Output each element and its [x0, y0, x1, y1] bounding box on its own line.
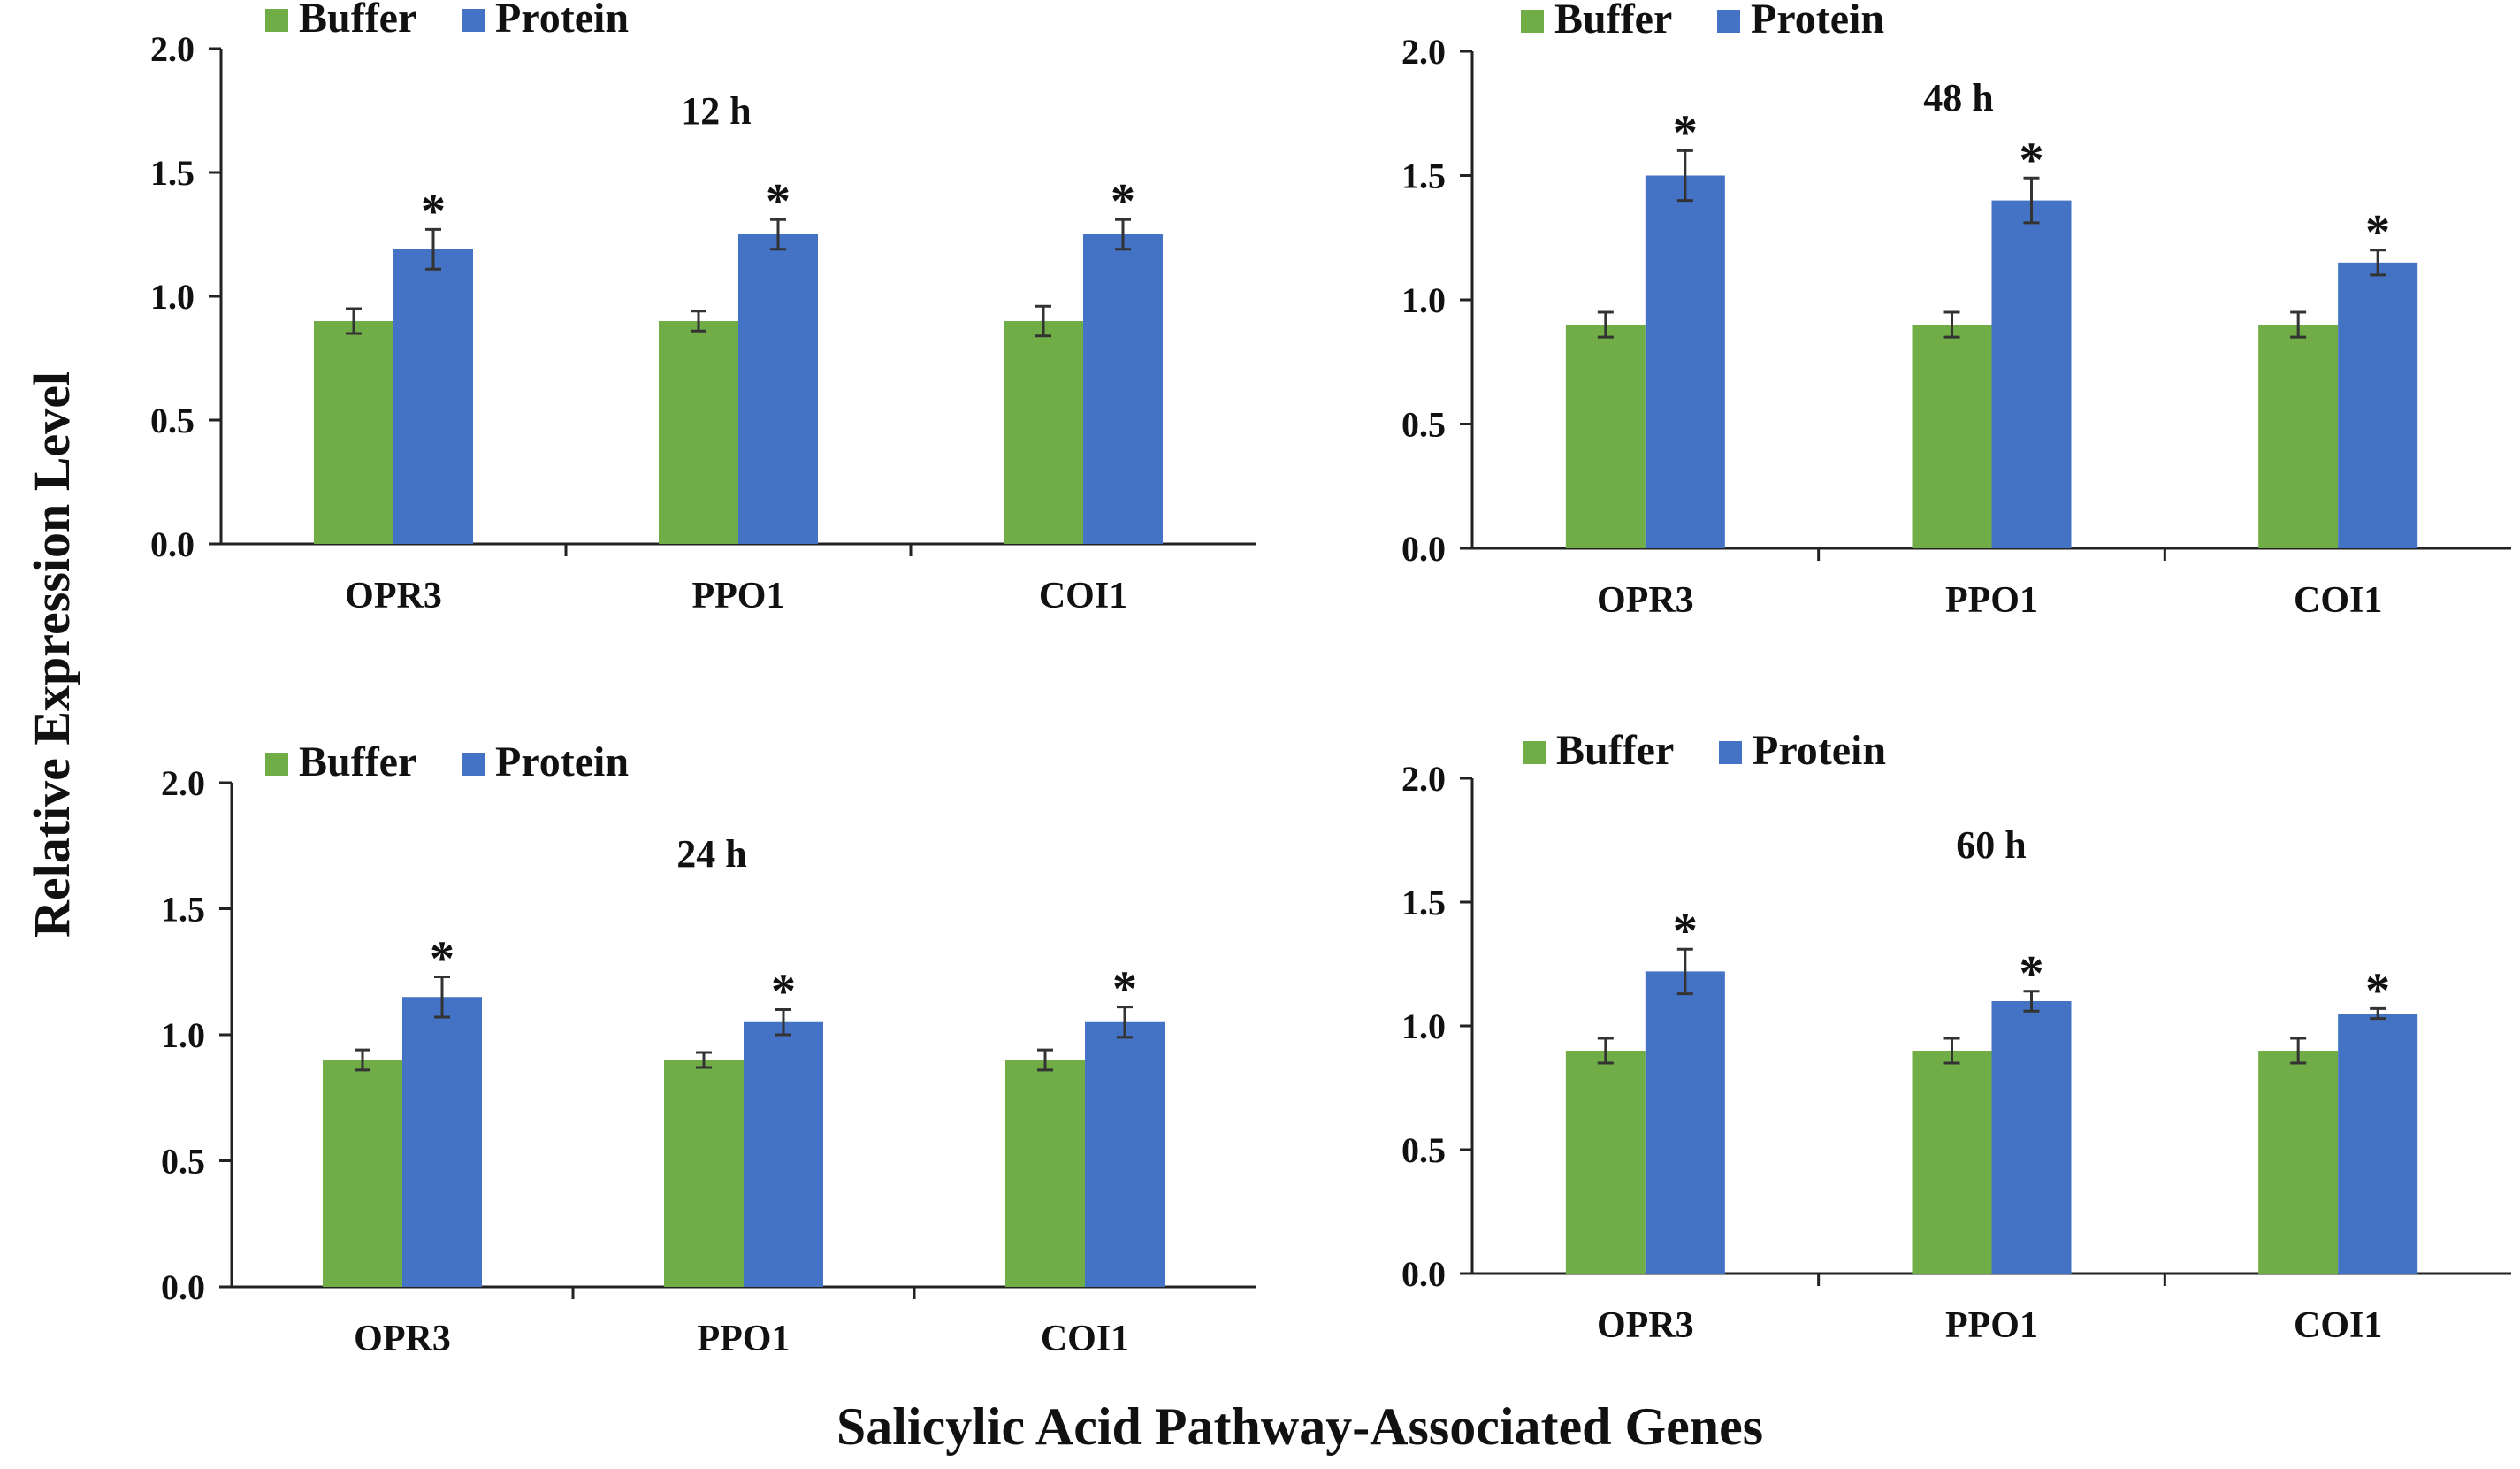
legend-swatch-buffer — [265, 753, 288, 776]
y-tick-label: 2.0 — [150, 29, 195, 69]
significance-marker: * — [2365, 963, 2390, 1018]
y-tick-label: 0.5 — [161, 1142, 205, 1182]
bar-buffer-opr3 — [323, 1060, 402, 1287]
chart-title: 24 h — [676, 832, 746, 876]
y-tick-label: 0.5 — [1401, 405, 1446, 445]
bar-protein-opr3 — [1645, 971, 1725, 1274]
x-category-label: OPR3 — [1597, 580, 1694, 621]
legend-label-buffer: Buffer — [1556, 727, 1674, 774]
bar-buffer-ppo1 — [1912, 325, 1992, 548]
x-category-label: OPR3 — [354, 1319, 451, 1359]
chart-panel-48-h: 0.0 0.5 1.0 1.5 2.0 * OPR3 * PPO1 * COI1 48 h Buffer… — [1401, 0, 2511, 621]
legend-swatch-protein — [462, 9, 485, 32]
bar-protein-ppo1 — [1991, 200, 2072, 548]
x-category-label: COI1 — [1039, 576, 1127, 616]
bar-protein-ppo1 — [1991, 1001, 2072, 1274]
legend-swatch-protein — [1719, 741, 1742, 764]
y-axis-label: Relative Expression Level — [23, 371, 80, 937]
y-tick-label: 0.0 — [1401, 529, 1446, 569]
bar-protein-coi1 — [2338, 262, 2418, 548]
y-tick-label: 2.0 — [161, 763, 205, 803]
bar-buffer-ppo1 — [664, 1060, 744, 1287]
x-category-label: PPO1 — [692, 576, 785, 616]
chart-title: 60 h — [1956, 823, 2026, 867]
chart-title: 48 h — [1923, 76, 1993, 119]
y-tick-label: 2.0 — [1401, 759, 1446, 799]
bar-buffer-opr3 — [314, 321, 393, 544]
bar-protein-opr3 — [1645, 175, 1725, 548]
bar-protein-opr3 — [402, 997, 482, 1287]
bar-buffer-ppo1 — [659, 321, 738, 544]
x-category-label: PPO1 — [1945, 1305, 2038, 1346]
x-category-label: COI1 — [2294, 580, 2382, 621]
y-tick-label: 0.0 — [161, 1267, 205, 1307]
bar-buffer-coi1 — [2258, 325, 2339, 548]
significance-marker: * — [421, 184, 446, 239]
y-tick-label: 1.5 — [161, 890, 205, 930]
y-tick-label: 1.5 — [1401, 157, 1446, 196]
significance-marker: * — [1112, 962, 1137, 1017]
significance-marker: * — [771, 965, 796, 1020]
x-category-label: OPR3 — [1597, 1305, 1694, 1346]
chart-panel-24-h: 0.0 0.5 1.0 1.5 2.0 * OPR3 * PPO1 * COI1 24 h Buffer… — [161, 738, 1256, 1359]
legend-swatch-protein — [1717, 10, 1740, 33]
significance-marker: * — [1111, 174, 1135, 229]
legend-label-buffer: Buffer — [299, 0, 416, 42]
significance-marker: * — [766, 174, 790, 229]
chart-panels: 0.0 0.5 1.0 1.5 2.0 * OPR3 * PPO1 * COI1 12 h Buffer… — [150, 0, 2511, 1359]
legend-swatch-buffer — [265, 9, 288, 32]
y-tick-label: 2.0 — [1401, 32, 1446, 72]
y-tick-label: 0.5 — [1401, 1130, 1446, 1170]
significance-marker: * — [430, 931, 454, 986]
y-tick-label: 1.5 — [150, 153, 195, 193]
legend-label-protein: Protein — [1751, 0, 1884, 42]
y-tick-label: 1.0 — [150, 277, 195, 317]
legend-label-protein: Protein — [495, 0, 629, 42]
legend-label-buffer: Buffer — [299, 738, 416, 785]
y-tick-label: 0.0 — [150, 524, 195, 564]
bar-protein-coi1 — [1083, 234, 1163, 544]
bar-buffer-opr3 — [1565, 1051, 1646, 1274]
x-axis-label: Salicylic Acid Pathway-Associated Genes — [836, 1397, 1763, 1456]
significance-marker: * — [1673, 904, 1698, 959]
significance-marker: * — [2365, 205, 2390, 260]
bar-protein-coi1 — [2338, 1014, 2418, 1274]
chart-panel-60-h: 0.0 0.5 1.0 1.5 2.0 * OPR3 * PPO1 * COI1 60 h Buffer… — [1401, 727, 2511, 1346]
bar-buffer-coi1 — [1005, 1060, 1085, 1287]
x-category-label: PPO1 — [698, 1319, 790, 1359]
significance-marker: * — [1673, 105, 1698, 160]
x-category-label: COI1 — [2294, 1305, 2382, 1346]
legend-label-protein: Protein — [1753, 727, 1886, 774]
chart-title: 12 h — [681, 89, 751, 133]
bar-protein-ppo1 — [744, 1021, 823, 1287]
bar-protein-ppo1 — [738, 234, 818, 544]
x-category-label: OPR3 — [345, 576, 442, 616]
y-tick-label: 0.5 — [150, 401, 195, 440]
bar-buffer-ppo1 — [1912, 1051, 1992, 1274]
y-tick-label: 1.0 — [1401, 1006, 1446, 1046]
bar-protein-opr3 — [393, 249, 473, 544]
significance-marker: * — [2020, 946, 2044, 1001]
y-tick-label: 1.0 — [1401, 280, 1446, 320]
y-tick-label: 0.0 — [1401, 1254, 1446, 1294]
bar-buffer-coi1 — [2258, 1051, 2339, 1274]
chart-panel-12-h: 0.0 0.5 1.0 1.5 2.0 * OPR3 * PPO1 * COI1 12 h Buffer… — [150, 0, 1256, 616]
y-tick-label: 1.0 — [161, 1015, 205, 1055]
y-tick-label: 1.5 — [1401, 883, 1446, 922]
legend-label-buffer: Buffer — [1554, 0, 1672, 42]
legend-swatch-buffer — [1521, 10, 1544, 33]
legend-swatch-buffer — [1523, 741, 1546, 764]
bar-buffer-coi1 — [1004, 321, 1083, 544]
bar-protein-coi1 — [1085, 1021, 1165, 1287]
bar-buffer-opr3 — [1565, 325, 1646, 548]
significance-marker: * — [2020, 133, 2044, 187]
x-category-label: PPO1 — [1945, 580, 2038, 621]
legend-swatch-protein — [462, 753, 485, 776]
legend-label-protein: Protein — [495, 738, 629, 785]
x-category-label: COI1 — [1041, 1319, 1129, 1359]
